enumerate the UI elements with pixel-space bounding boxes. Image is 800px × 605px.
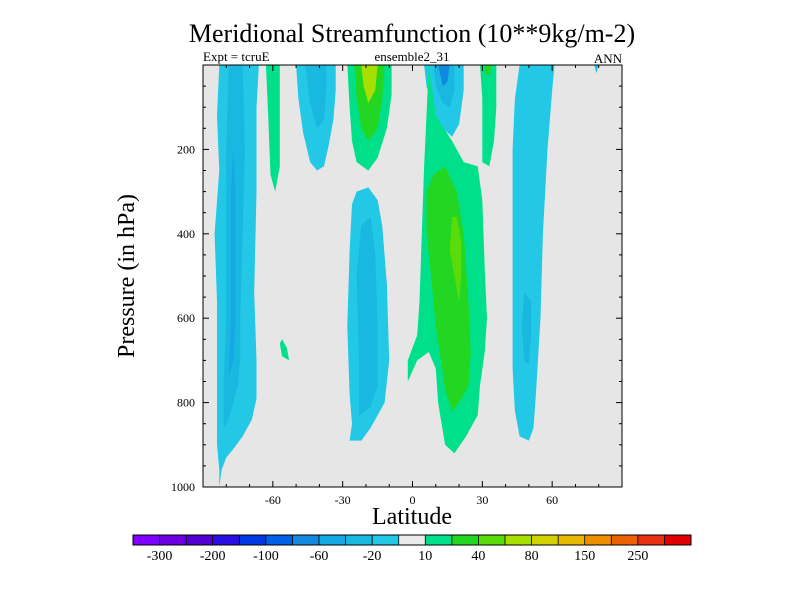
colorbar-box [531,535,559,545]
contour-northern-upper-blue-inner [433,65,455,108]
colorbar-box [212,535,240,545]
colorbar-box [478,535,506,545]
y-tick-label: 1000 [171,480,195,494]
colorbar-box [451,535,479,545]
chart-title: Meridional Streamfunction (10**9kg/m-2) [189,19,635,48]
colorbar-box [425,535,453,545]
colorbar-box [372,535,400,545]
colorbar-label: 80 [525,549,539,564]
y-axis-label: Pressure (in hPa) [114,194,140,358]
contour-northern-upper-blue-core [438,65,450,87]
colorbar-label: -60 [310,549,329,564]
colorbar-label: 150 [574,549,595,564]
contour-upper-green-plume-core [361,65,378,103]
contour-ferrel-upper-cell-b-inner [305,65,327,129]
contour-northern-ferrel-inner [521,292,532,365]
x-tick-label: 60 [546,493,558,507]
contour-northern-ferrel-outer [512,65,555,441]
colorbar-box [159,535,187,545]
colorbar-box [345,535,373,545]
x-tick-label: -60 [265,493,281,507]
subtitle-left: Expt = tcruE [203,49,270,64]
contour-southern-hadley-core [228,149,236,378]
colorbar-label: 40 [471,549,485,564]
colorbar-frame [132,534,692,546]
colorbar [132,534,692,546]
colorbar-box [637,535,665,545]
plot-background [203,65,622,487]
contour-southern-narrow-green [265,65,280,192]
colorbar-label: -200 [200,549,226,564]
y-tick-labels: 200 400 600 800 1000 [171,142,195,494]
contour-tropical-cell-mid [356,216,378,416]
colorbar-box [292,535,320,545]
colorbar-box [239,535,267,545]
colorbar-label: -300 [147,549,173,564]
colorbar-box [265,535,293,545]
contour-northern-hadley-mid [426,166,471,411]
contour-northern-upper-green-b [480,65,497,167]
y-tick-label: 800 [177,396,195,410]
colorbar-label: 10 [418,549,432,564]
y-tick-label: 600 [177,311,195,325]
x-tick-label: -30 [335,493,351,507]
colorbar-box [664,535,692,545]
contour-northern-upper-green-b-inner [484,65,492,76]
x-axis-label: Latitude [372,504,452,530]
axis-ticks [203,65,622,488]
colorbar-box [186,535,214,545]
y-tick-label: 200 [177,142,195,156]
colorbar-box [398,535,426,545]
x-tick-label: 30 [476,493,488,507]
colorbar-box [133,535,160,545]
contour-fills [214,65,599,487]
subtitle-right: ANN [594,51,623,66]
colorbar-box [505,535,532,545]
contour-southern-small-green [279,339,290,361]
x-tick-label: 0 [410,493,416,507]
x-tick-labels: -60 -30 0 30 60 [265,493,558,507]
contour-northern-hadley-core [449,216,462,302]
contour-upper-green-plume-mid [354,65,385,141]
colorbar-box [584,535,612,545]
colorbar-box [319,535,346,545]
y-tick-label: 400 [177,227,195,241]
contour-northern-pole-speck [594,65,599,74]
colorbar-label: -100 [253,549,279,564]
colorbar-label: 250 [627,549,648,564]
colorbar-label: -20 [363,549,382,564]
colorbar-box [611,535,639,545]
subtitle-center: ensemble2_31 [374,49,449,64]
colorbar-box [558,535,586,545]
colorbar-labels: -300 -200 -100 -60 -20 10 40 80 150 250 [147,549,649,564]
